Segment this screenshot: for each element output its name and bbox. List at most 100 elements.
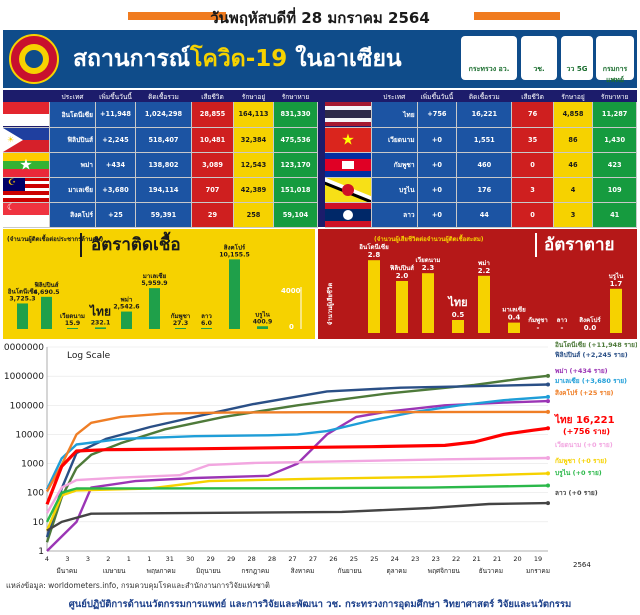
x-tick-label: 30 [186, 555, 194, 563]
recovered-cell: 41 [592, 202, 637, 228]
title-highlight: โควิด-19 [190, 46, 288, 72]
recovered-cell: 59,104 [273, 202, 318, 228]
table-row: อินโดนีเซีย +11,948 1,024,298 28,855 164,113… [3, 102, 318, 128]
series-end-point [546, 382, 550, 387]
series-legend-name: เวียดนาม [555, 441, 584, 449]
country-name-cell: สิงคโปร์ [49, 202, 96, 228]
right-header-row: ประเทศ เพิ่มขึ้นวันนี้ ติดเชื้อรวม เสียชีวิ… [325, 90, 637, 102]
title-prefix: สถานการณ์ [73, 46, 191, 72]
infection-bar-value-label: 3,725.3 [9, 295, 35, 302]
x-month-label: มิถุนายน [196, 567, 221, 575]
series-line-item-0 [45, 374, 549, 543]
infection-bar-country-label: อินโดนีเซีย [7, 287, 37, 295]
death-bar-value-label: 0.5 [452, 311, 465, 319]
death-axis-label: จำนวนผู้เสียชีวิต [326, 283, 335, 326]
death-bar-country-label: กัมพูชา [528, 316, 548, 325]
table-row: กัมพูชา +0 460 0 46 423 [325, 152, 637, 178]
deaths-cell: 10,481 [191, 127, 234, 153]
x-tick-label: 27 [288, 555, 296, 563]
asean-logo-icon [9, 34, 59, 84]
active-cases-cell: 42,389 [233, 177, 274, 203]
recovered-cell: 109 [592, 177, 637, 203]
infection-bar-country-label: กัมพูชา [171, 312, 191, 321]
table-row: ★ เวียดนาม +0 1,551 35 86 1,430 [325, 127, 637, 153]
series-legend-name: ฟิลิปปินส์ [555, 351, 583, 359]
infection-bar-value-label: 400.9 [253, 318, 273, 325]
column-header-0: ประเทศ [49, 90, 96, 102]
x-tick-label: 3 [65, 555, 69, 563]
footer-organization: ศูนย์ปฏิบัติการด้านนวัตกรรมการแพทย์ และก… [68, 599, 572, 610]
x-month-label: มีนาคม [56, 567, 77, 575]
footer-source: แหล่งข้อมูล: worldometers.info, กรมควบคุ… [6, 581, 270, 590]
series-legend-annotation: (+11,948 ราย) [588, 341, 637, 349]
x-tick-label: 23 [411, 555, 419, 563]
new-cases-cell: +434 [95, 152, 136, 178]
series-end-point [546, 399, 550, 404]
x-month-label: พฤศจิกายน [428, 567, 461, 575]
total-cases-cell: 194,114 [135, 177, 192, 203]
table-row: ไทย +756 16,221 76 4,858 11,287 [325, 102, 637, 128]
infection-bar-item-0 [17, 303, 28, 329]
death-bar-value-label: 1.7 [610, 280, 623, 288]
recovered-cell: 423 [592, 152, 637, 178]
x-tick-label: 1 [127, 555, 131, 563]
recovered-cell: 123,170 [273, 152, 318, 178]
active-cases-cell: 258 [233, 202, 274, 228]
x-tick-label: 2 [106, 555, 110, 563]
series-legend-label: บรูไน (+0 ราย) [555, 468, 602, 478]
series-end-point [546, 426, 550, 431]
column-header-1: เพิ่มขึ้นวันนี้ [95, 90, 136, 102]
recovered-cell: 151,018 [273, 177, 318, 203]
infection-rate-panel: อัตราติดเชื้อ (จำนวนผู้ติดเชื้อต่อประชากร… [3, 229, 315, 339]
infection-bar-country-label: ลาว [201, 313, 212, 320]
series-legend-total: 16,221 [576, 415, 615, 426]
column-header-5: รักษาหาย [592, 90, 637, 102]
column-header-3: เสียชีวิต [191, 90, 234, 102]
table-row: บรูไน +0 176 3 4 109 [325, 177, 637, 203]
series-legend-label: เวียดนาม (+0 ราย) [555, 441, 613, 449]
series-legend-annotation: (+0 ราย) [584, 441, 613, 449]
total-cases-cell: 16,221 [456, 102, 513, 128]
death-bar-item-9 [610, 288, 622, 333]
malaysia-flag-icon: ☪ [3, 177, 50, 203]
total-cases-cell: 59,391 [135, 202, 192, 228]
death-bar-value-label: - [537, 324, 540, 332]
infection-panel-title: อัตราติดเชื้อ [91, 231, 181, 255]
x-tick-label: 21 [493, 555, 501, 563]
x-tick-label: 21 [472, 555, 480, 563]
death-bar-value-label: 2.8 [368, 251, 381, 259]
infection-bar-country-label: ไทย [88, 303, 111, 318]
death-bar-item-0 [368, 260, 380, 333]
series-end-point [546, 456, 550, 461]
flag-column-header [325, 90, 372, 102]
x-tick-label: 19 [534, 555, 542, 563]
x-month-label: เมษายน [103, 567, 126, 575]
y-tick-label: 1 [38, 547, 44, 557]
country-name-cell: ลาว [371, 202, 418, 228]
new-cases-cell: +0 [417, 202, 458, 228]
column-header-1: เพิ่มขึ้นวันนี้ [417, 90, 457, 102]
x-year-label: 2564 [573, 561, 591, 569]
series-end-point [546, 373, 550, 378]
infection-bar-value-label: 4,690.5 [33, 289, 59, 296]
series-legend-label: ฟิลิปปินส์ (+2,245 ราย) [555, 351, 628, 359]
top-accent-bar-left [128, 12, 226, 20]
x-tick-label: 28 [247, 555, 255, 563]
x-tick-label: 29 [207, 555, 215, 563]
infection-bar-country-label: บรูไน [255, 310, 270, 319]
partner-logo-mhesi-icon: กระทรวง อว. [461, 36, 517, 80]
x-tick-label: 20 [513, 555, 521, 563]
infection-bar-country-label: เวียดนาม [60, 312, 85, 320]
header-banner: สถานการณ์โควิด-19 ในอาเซียน กระทรวง อว. … [3, 30, 637, 88]
flag-column-header [3, 90, 50, 102]
series-legend-name: ไทย [554, 413, 576, 426]
deaths-cell: 0 [511, 152, 554, 178]
infection-bar-value-label: 6.0 [201, 320, 213, 327]
column-header-5: รักษาหาย [273, 90, 318, 102]
series-legend-label: ไทย 16,221 [554, 413, 615, 426]
death-bar-country-label: ลาว [557, 317, 568, 324]
infection-bar-value-label: 15.9 [65, 320, 80, 327]
column-header-2: ติดเชื้อรวม [456, 90, 512, 102]
active-cases-cell: 4 [553, 177, 594, 203]
